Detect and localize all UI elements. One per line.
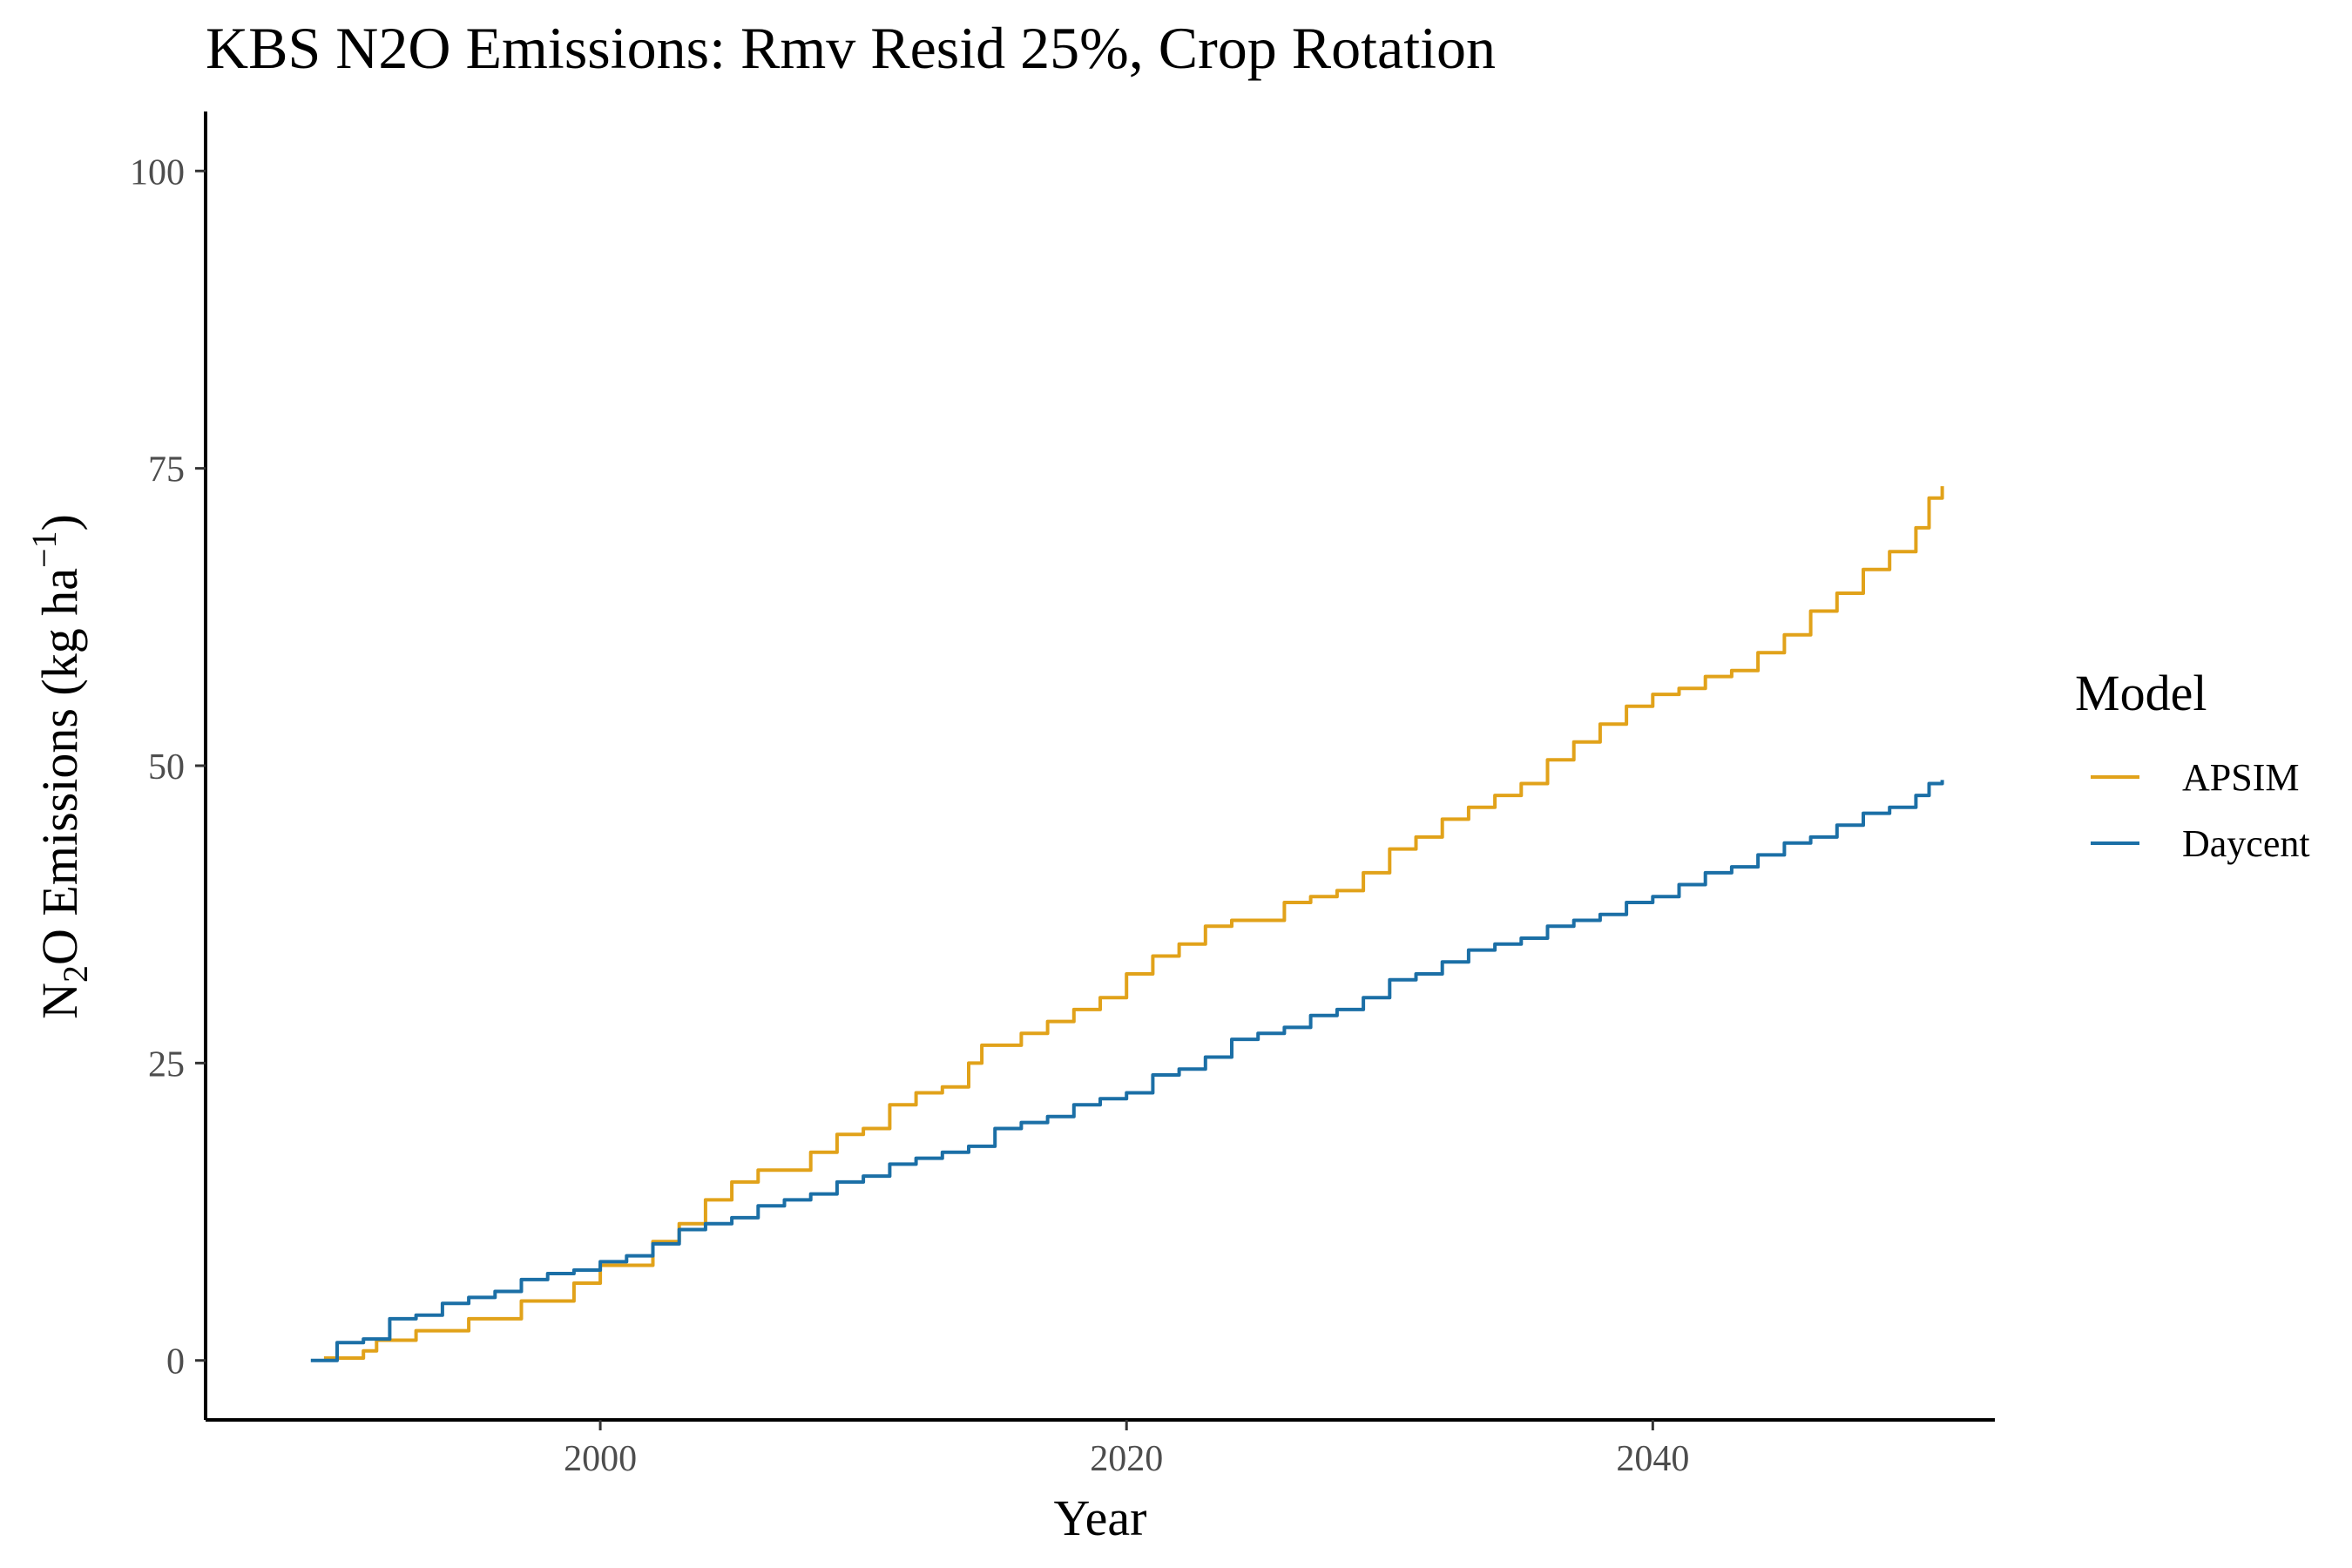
legend-items: APSIM Daycent xyxy=(2091,756,2310,865)
y-ticks: 0 25 50 75 100 xyxy=(130,152,206,1382)
axes xyxy=(204,112,1995,1422)
x-ticks: 2000 2020 2040 xyxy=(564,1420,1689,1479)
series-line-apsim xyxy=(323,486,1944,1360)
legend-title: Model xyxy=(2075,665,2207,721)
y-axis-label-subscript: 2 xyxy=(56,965,95,983)
y-axis-label: N2O Emissions (kg ha−1) xyxy=(24,514,95,1019)
x-axis-label: Year xyxy=(1054,1490,1147,1546)
series-line-daycent xyxy=(310,780,1944,1362)
y-tick-label: 75 xyxy=(148,450,185,490)
x-tick-label: 2000 xyxy=(564,1439,637,1479)
y-tick-label: 100 xyxy=(130,152,185,193)
legend-label-daycent: Daycent xyxy=(2182,822,2310,865)
legend-label-apsim: APSIM xyxy=(2182,756,2300,799)
y-tick-label: 25 xyxy=(148,1044,185,1085)
y-axis-label-text: O Emissions (kg ha xyxy=(31,568,88,965)
chart-title: KBS N2O Emissions: Rmv Resid 25%, Crop R… xyxy=(206,15,1496,81)
y-axis-label-superscript: −1 xyxy=(24,531,64,568)
y-axis-label-close: ) xyxy=(31,514,88,531)
y-tick-label: 0 xyxy=(166,1342,185,1382)
series-lines xyxy=(310,486,1944,1362)
x-tick-label: 2040 xyxy=(1616,1439,1689,1479)
legend: Model APSIM Daycent xyxy=(2075,665,2310,865)
x-tick-label: 2020 xyxy=(1090,1439,1163,1479)
y-tick-label: 50 xyxy=(148,747,185,787)
y-axis-label-base: N xyxy=(31,983,88,1019)
